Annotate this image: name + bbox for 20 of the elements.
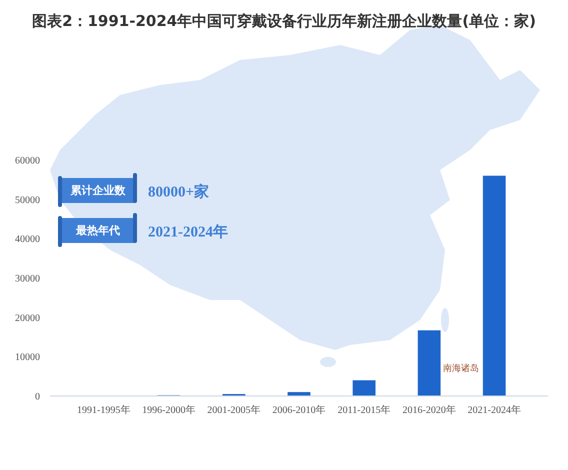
annotation: 2021-2024年 [148, 223, 228, 240]
chart-title: 图表2：1991-2024年中国可穿戴设备行业历年新注册企业数量(单位：家) [32, 12, 536, 30]
y-tick-label: 50000 [15, 194, 40, 206]
annotation: 80000+家 [148, 182, 210, 200]
x-tick-label: 2006-2010年 [272, 404, 326, 416]
y-tick-label: 20000 [15, 312, 40, 324]
x-tick-label: 1996-2000年 [142, 404, 196, 416]
x-tick-label: 2021-2024年 [468, 404, 521, 416]
annotation: 最热年代 [75, 224, 120, 237]
annotation: 累计企业数 [70, 184, 126, 197]
x-tick-label: 1991-1995年 [77, 404, 130, 416]
y-tick-label: 10000 [15, 352, 40, 364]
y-tick-label: 0 [35, 392, 40, 402]
y-tick-label: 60000 [15, 156, 40, 166]
y-tick-label: 30000 [15, 274, 40, 284]
y-tick-label: 40000 [15, 234, 40, 246]
x-tick-label: 2011-2015年 [338, 404, 391, 416]
x-tick-label: 2001-2005年 [207, 404, 261, 416]
annotation: 南海诸岛 [442, 363, 479, 374]
x-tick-label: 2016-2020年 [402, 404, 456, 416]
